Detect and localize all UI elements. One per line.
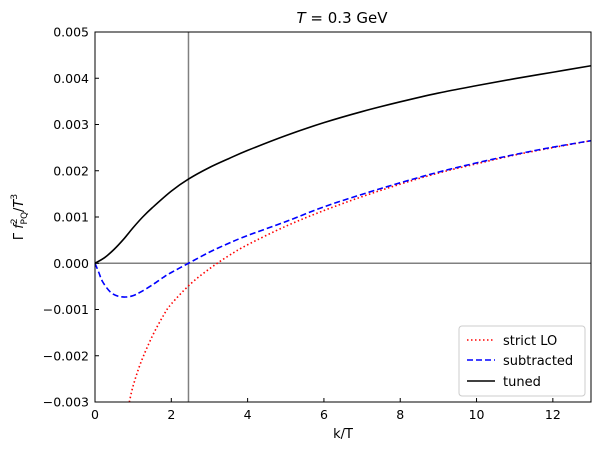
ylabel-slash: / [12, 207, 27, 212]
ylabel-f: f [12, 222, 27, 229]
y-tick-label: −0.003 [43, 395, 89, 410]
x-tick-label: 2 [167, 407, 175, 422]
reference-lines [95, 32, 591, 402]
title-rest: = 0.3 GeV [306, 9, 389, 27]
legend-label-strict-lo: strict LO [503, 334, 557, 349]
series-line-strict-lo [128, 139, 592, 403]
y-tick-label: −0.001 [43, 302, 89, 317]
series-line-tuned [94, 64, 592, 264]
ylabel-f-sup: 2 [10, 218, 20, 224]
x-tick-label: 8 [396, 407, 404, 422]
x-tick-label: 0 [91, 407, 99, 422]
x-tick-label: 6 [320, 407, 328, 422]
y-tick-label: 0.002 [53, 163, 89, 178]
x-tick-label: 12 [545, 407, 561, 422]
y-tick-label: 0.005 [53, 25, 89, 40]
ylabel-T-sup: 3 [10, 194, 20, 200]
y-axis-label: Γ f2PQ/T3 [10, 194, 30, 240]
legend-label-subtracted: subtracted [503, 354, 573, 369]
y-tick-label: 0.001 [53, 210, 89, 225]
ylabel-T: T [12, 199, 27, 208]
legend: strict LO subtracted tuned [458, 325, 586, 397]
legend-box [458, 325, 586, 397]
y-tick-label: 0.004 [53, 71, 89, 86]
y-tick-label: 0.003 [53, 117, 89, 132]
y-tick-label: 0.000 [53, 256, 89, 271]
x-tick-label: 10 [469, 407, 485, 422]
x-axis-ticks: 0 2 4 6 8 10 12 [91, 398, 561, 422]
y-axis-ticks: −0.003 −0.002 −0.001 0.000 0.001 0.002 0.003 0.… [43, 25, 99, 410]
y-tick-label: −0.002 [43, 348, 89, 363]
ylabel-gamma: Γ [12, 232, 27, 240]
series-group [94, 64, 592, 403]
title-var: T [296, 9, 307, 27]
legend-label-tuned: tuned [503, 375, 541, 390]
x-axis-label: k/T [333, 427, 353, 442]
ylabel-f-sub: PQ [20, 212, 30, 225]
x-tick-label: 4 [244, 407, 252, 422]
series-line-subtracted [94, 139, 592, 298]
chart-title: T = 0.3 GeV [296, 9, 388, 27]
